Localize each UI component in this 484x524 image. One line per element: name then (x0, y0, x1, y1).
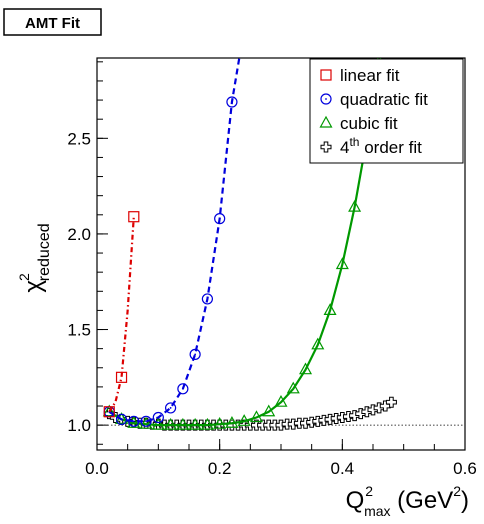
x-tick-label: 0.6 (453, 459, 477, 478)
badge-text: AMT Fit (25, 15, 80, 32)
legend-label: 4th order fit (340, 135, 422, 157)
data-point (177, 383, 189, 395)
data-point (226, 96, 238, 108)
data-point (165, 402, 177, 414)
series-line (108, 58, 241, 423)
data-point (237, 414, 251, 426)
y-tick-label: 1.5 (67, 321, 91, 340)
x-tick-label: 0.2 (208, 459, 232, 478)
legend-label: linear fit (340, 66, 400, 85)
legend-entry: 4th order fit (320, 135, 422, 157)
x-axis-unit-open: (GeV (391, 487, 454, 514)
data-point (115, 413, 128, 426)
x-tick-label: 0.4 (331, 459, 355, 478)
data-point (139, 416, 153, 429)
data-point (201, 293, 213, 305)
data-point (249, 410, 263, 423)
legend-entry: cubic fit (319, 114, 398, 133)
legend-entry: linear fit (320, 66, 400, 85)
data-point (103, 406, 115, 418)
y-tick-label: 2.0 (67, 225, 91, 244)
data-point (128, 211, 140, 223)
data-point (262, 404, 276, 417)
data-point (274, 394, 288, 407)
ticks-layer: 0.0 0.2 0.4 0.6 1.0 1.5 2.0 2.5 (67, 61, 477, 478)
legend-marker (319, 115, 333, 128)
data-point (214, 213, 226, 225)
y-tick-label: 2.5 (67, 129, 91, 148)
data-point (115, 371, 128, 383)
badge-frame (3, 8, 102, 36)
data-point (102, 404, 116, 417)
data-point (385, 396, 397, 408)
y-axis-sup: 2 (16, 273, 32, 281)
data-point (225, 415, 239, 428)
series-layer (102, 58, 397, 431)
data-point (213, 416, 227, 429)
x-axis-title: Q2 max (GeV2) (346, 483, 469, 519)
y-tick-label: 1.0 (67, 416, 91, 435)
x-axis-unit-close: ) (461, 487, 469, 514)
series-line (108, 61, 381, 427)
data-point (286, 381, 300, 394)
legend: linear fit quadratic fit cubic fit 4th orde… (309, 58, 464, 164)
data-point (164, 417, 178, 430)
data-point (127, 415, 141, 428)
data-point (348, 199, 362, 212)
data-point (152, 411, 164, 424)
x-axis-base: Q (346, 487, 365, 514)
y-axis-base: χ (20, 280, 47, 293)
data-point (188, 417, 202, 430)
data-point (189, 348, 201, 360)
y-axis-sub: reduced (36, 223, 53, 281)
legend-label: cubic fit (340, 114, 398, 133)
x-axis-sup: 2 (365, 483, 373, 499)
legend-marker (320, 69, 332, 81)
data-point (151, 417, 165, 430)
data-point (323, 303, 337, 316)
data-point (311, 337, 325, 350)
data-point (140, 415, 152, 427)
legend-label: quadratic fit (340, 90, 428, 109)
series-quadratic-fit (103, 58, 241, 427)
data-point (200, 417, 214, 430)
series-cubic-fit (102, 58, 386, 430)
legend-entries: linear fit quadratic fit cubic fit 4th orde… (319, 66, 428, 157)
data-point (299, 362, 313, 375)
badge: AMT Fit (3, 8, 102, 36)
data-point (176, 417, 190, 430)
legend-marker (320, 141, 332, 153)
legend-marker (320, 93, 332, 105)
y-axis-title: χ2 reduced (16, 223, 53, 292)
legend-frame (309, 58, 464, 164)
data-point (128, 415, 140, 427)
data-point (335, 257, 349, 270)
x-tick-label: 0.0 (85, 459, 109, 478)
x-axis-unit-sup: 2 (453, 483, 461, 499)
legend-entry: quadratic fit (320, 90, 428, 109)
series-linear-fit (103, 211, 140, 418)
x-axis-sub: max (364, 503, 390, 519)
